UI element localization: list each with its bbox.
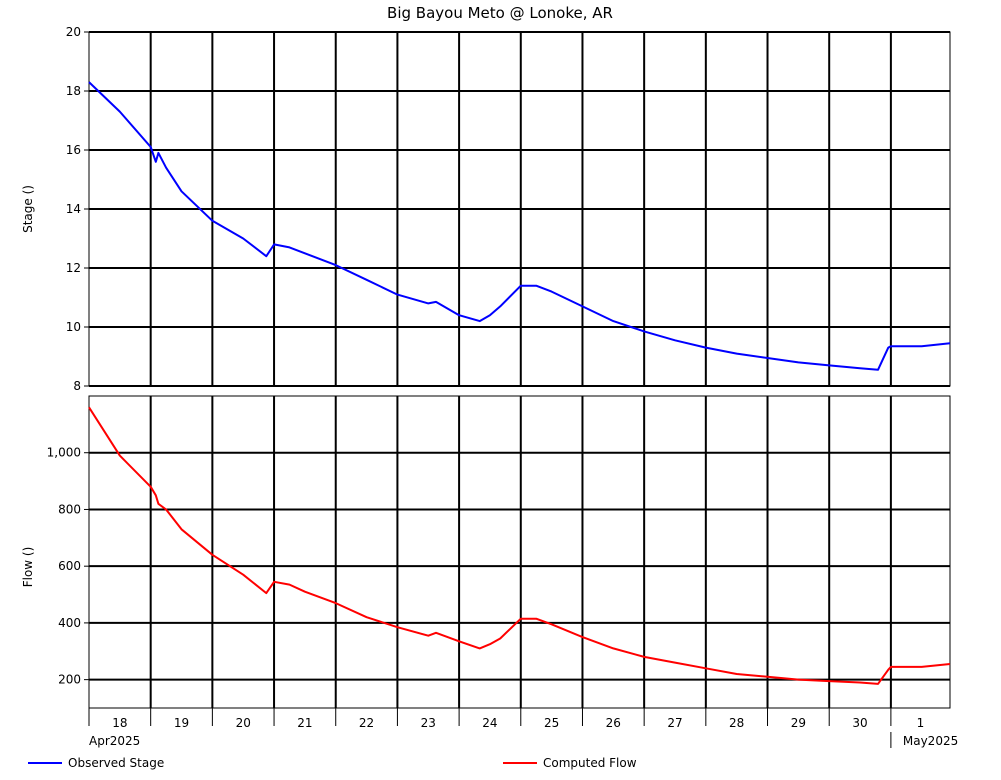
series-line-0 (88, 81, 951, 371)
x-tick-label: 21 (297, 716, 312, 730)
legend-item-flow: Computed Flow (503, 756, 637, 770)
y-tick-label: 10 (66, 320, 81, 334)
y-tick-label: 18 (66, 84, 81, 98)
series-line-1 (88, 406, 951, 685)
flow-grid (88, 395, 951, 709)
y-tick-label: 800 (58, 502, 81, 516)
y-tick-label: 1,000 (47, 446, 81, 460)
legend-label-flow: Computed Flow (543, 756, 637, 770)
y-tick-label: 14 (66, 202, 81, 216)
stage-panel: 8 10 12 14 16 18 20 Stage () (21, 25, 951, 393)
stage-series (88, 81, 951, 371)
x-tick-label: 1 (917, 716, 925, 730)
y-tick-label: 400 (58, 616, 81, 630)
x-tick-label: 19 (174, 716, 189, 730)
y-tick-label: 16 (66, 143, 81, 157)
month-label-apr: Apr2025 (89, 734, 140, 748)
x-tick-label: 25 (544, 716, 559, 730)
month-label-may: May2025 (903, 734, 958, 748)
x-tick-label: 20 (236, 716, 251, 730)
stage-y-axis: 8 10 12 14 16 18 20 (66, 25, 89, 393)
stage-axis-label: Stage () (21, 185, 35, 233)
flow-y-axis: 200 400 600 800 1,000 (47, 446, 89, 687)
legend-item-stage: Observed Stage (28, 756, 164, 770)
stage-grid (88, 31, 951, 387)
y-tick-label: 12 (66, 261, 81, 275)
flow-series (88, 406, 951, 685)
y-tick-label: 200 (58, 673, 81, 687)
x-tick-label: 26 (606, 716, 621, 730)
flow-panel: 200 400 600 800 1,000 Flow () (21, 395, 951, 709)
x-tick-label: 22 (359, 716, 374, 730)
chart-title: Big Bayou Meto @ Lonoke, AR (387, 4, 613, 22)
x-tick-label: 23 (421, 716, 436, 730)
legend-label-stage: Observed Stage (68, 756, 164, 770)
y-tick-label: 20 (66, 25, 81, 39)
legend: Observed Stage Computed Flow (28, 756, 637, 770)
plot-frame (88, 395, 951, 709)
x-tick-label: 29 (791, 716, 806, 730)
x-tick-label: 24 (482, 716, 497, 730)
y-tick-label: 600 (58, 559, 81, 573)
x-tick-label: 27 (667, 716, 682, 730)
y-tick-label: 8 (73, 379, 81, 393)
x-tick-label: 18 (112, 716, 127, 730)
x-tick-label: 30 (852, 716, 867, 730)
flow-axis-label: Flow () (21, 547, 35, 588)
x-tick-label: 28 (729, 716, 744, 730)
x-axis: 18 19 20 21 22 23 24 25 26 27 28 29 30 1 Apr2025 May202… (88, 708, 958, 748)
